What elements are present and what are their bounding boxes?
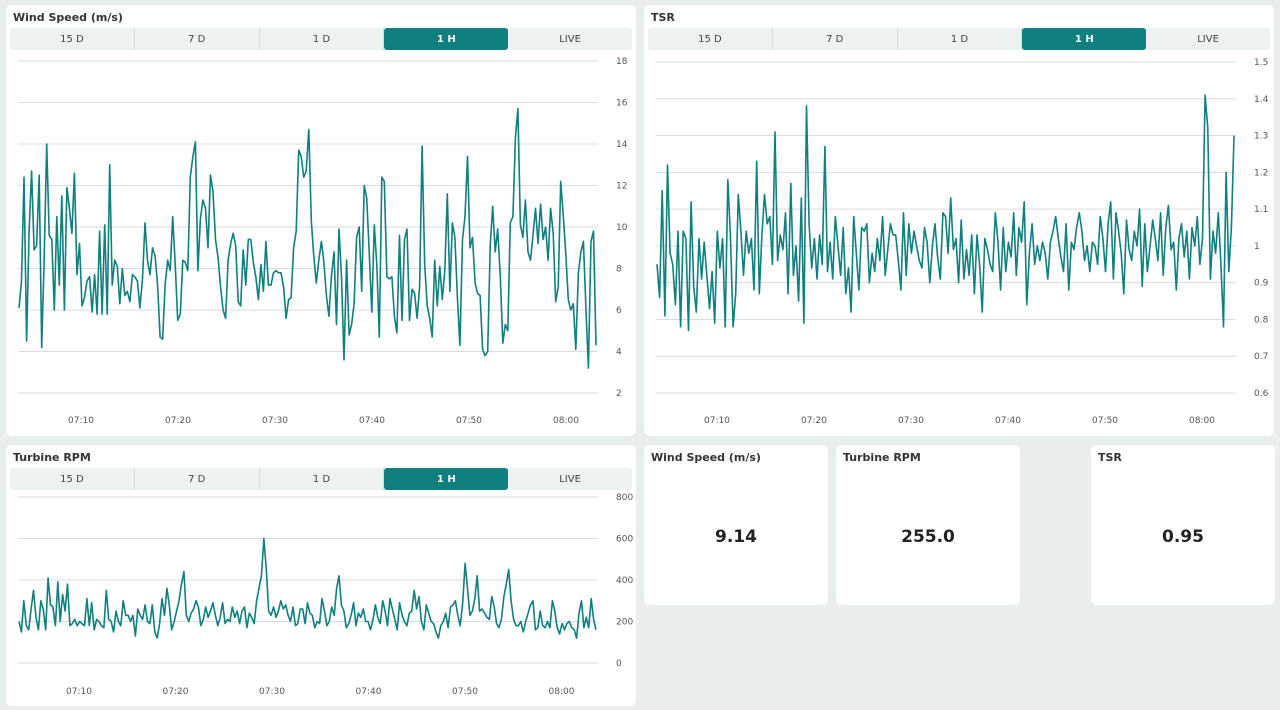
- range-15d-button[interactable]: 15 D: [648, 28, 773, 50]
- range-live-button[interactable]: LIVE: [1197, 33, 1219, 45]
- x-tick-label: 07:50: [1092, 416, 1118, 426]
- range-live-button[interactable]: LIVE: [559, 33, 581, 45]
- tsr-line-chart: 0.6 0.7 0.8 0.9 1 1.1 1.2 1.3 1.4 1.5 07:10 07:20 07…: [656, 58, 1269, 426]
- stat-value: 0.95: [1162, 527, 1204, 547]
- y-tick-label: 200: [616, 618, 633, 628]
- x-tick-label: 07:10: [68, 416, 94, 426]
- x-tick-label: 07:50: [452, 687, 478, 697]
- y-tick-label: 16: [616, 99, 628, 109]
- time-range-selector: 15 D 7 D 1 D 1 H LIVE: [10, 28, 632, 50]
- y-tick-label: 0: [616, 659, 622, 669]
- y-tick-label: 0.8: [1254, 315, 1269, 325]
- chart-title: Wind Speed (m/s): [13, 11, 123, 24]
- chart-card-tsr: TSR 15 D 7 D 1 D 1 H LIVE 0.6 0.7 0.8 0.9 1 1…: [644, 5, 1274, 436]
- y-tick-label: 1.2: [1254, 168, 1268, 178]
- chart-title: Turbine RPM: [13, 451, 91, 464]
- x-tick-label: 07:30: [898, 416, 924, 426]
- wind-speed-line-chart: 2 4 6 8 10 12 14 16 18 07:10 07:20 07:30 07:40 07:50 0…: [18, 57, 628, 426]
- range-1h-button[interactable]: 1 H: [1022, 28, 1147, 50]
- x-tick-label: 07:20: [163, 687, 189, 697]
- y-tick-label: 400: [616, 576, 633, 586]
- y-tick-label: 1.5: [1254, 58, 1268, 68]
- time-range-selector: 15 D 7 D 1 D 1 H LIVE: [10, 468, 632, 490]
- y-tick-label: 0.6: [1254, 389, 1269, 399]
- range-15d-button[interactable]: 15 D: [10, 468, 135, 490]
- y-tick-label: 600: [616, 535, 633, 545]
- stat-card-wind-speed: Wind Speed (m/s) 9.14: [644, 445, 828, 605]
- chart-card-turbine-rpm: Turbine RPM 15 D 7 D 1 D 1 H LIVE 0 200 40…: [6, 445, 636, 706]
- time-range-selector: 15 D 7 D 1 D 1 H LIVE: [648, 28, 1270, 50]
- y-tick-label: 8: [616, 265, 622, 275]
- series-line: [18, 107, 597, 369]
- y-tick-label: 14: [616, 140, 628, 150]
- x-tick-label: 08:00: [553, 416, 579, 426]
- range-7d-button[interactable]: 7 D: [773, 28, 898, 50]
- y-tick-label: 18: [616, 57, 628, 67]
- x-tick-label: 07:40: [359, 416, 385, 426]
- range-15d-button[interactable]: 15 D: [10, 28, 135, 50]
- x-tick-label: 07:40: [995, 416, 1021, 426]
- range-live-button[interactable]: LIVE: [559, 473, 581, 485]
- stat-title: Turbine RPM: [843, 451, 921, 464]
- x-tick-label: 07:30: [259, 687, 285, 697]
- chart-title: TSR: [651, 11, 675, 24]
- stat-card-turbine-rpm: Turbine RPM 255.0: [836, 445, 1020, 605]
- stat-title: TSR: [1098, 451, 1122, 464]
- range-1h-button[interactable]: 1 H: [384, 468, 509, 490]
- y-tick-label: 1.3: [1254, 132, 1268, 142]
- range-1h-button[interactable]: 1 H: [384, 28, 509, 50]
- range-7d-button[interactable]: 7 D: [135, 468, 260, 490]
- stat-value: 9.14: [715, 527, 757, 547]
- stat-title: Wind Speed (m/s): [651, 451, 761, 464]
- range-1d-button[interactable]: 1 D: [260, 28, 385, 50]
- range-1d-button[interactable]: 1 D: [898, 28, 1023, 50]
- x-tick-label: 08:00: [549, 687, 575, 697]
- x-tick-label: 07:10: [66, 687, 92, 697]
- x-tick-label: 08:00: [1189, 416, 1215, 426]
- range-1d-button[interactable]: 1 D: [260, 468, 385, 490]
- x-tick-label: 07:20: [165, 416, 191, 426]
- range-7d-button[interactable]: 7 D: [135, 28, 260, 50]
- y-tick-label: 12: [616, 182, 627, 192]
- y-tick-label: 1: [1254, 242, 1260, 252]
- y-tick-label: 6: [616, 306, 622, 316]
- x-tick-label: 07:40: [356, 687, 382, 697]
- y-tick-label: 1.4: [1254, 95, 1269, 105]
- x-tick-label: 07:30: [262, 416, 288, 426]
- stat-card-tsr: TSR 0.95: [1091, 445, 1275, 605]
- x-tick-label: 07:50: [456, 416, 482, 426]
- y-tick-label: 4: [616, 348, 622, 358]
- y-tick-label: 800: [616, 493, 633, 503]
- y-tick-label: 0.7: [1254, 352, 1268, 362]
- y-tick-label: 10: [616, 223, 628, 233]
- x-tick-label: 07:20: [801, 416, 827, 426]
- y-tick-label: 2: [616, 389, 622, 399]
- series-line: [18, 537, 597, 639]
- turbine-rpm-line-chart: 0 200 400 600 800 07:10 07:20 07:30 07:40 07:50 08…: [18, 493, 633, 697]
- x-tick-label: 07:10: [704, 416, 730, 426]
- y-tick-label: 1.1: [1254, 205, 1268, 215]
- y-tick-label: 0.9: [1254, 279, 1269, 289]
- stat-value: 255.0: [901, 527, 955, 547]
- chart-card-wind-speed: Wind Speed (m/s) 15 D 7 D 1 D 1 H LIVE 2…: [6, 5, 636, 436]
- series-line: [656, 94, 1235, 332]
